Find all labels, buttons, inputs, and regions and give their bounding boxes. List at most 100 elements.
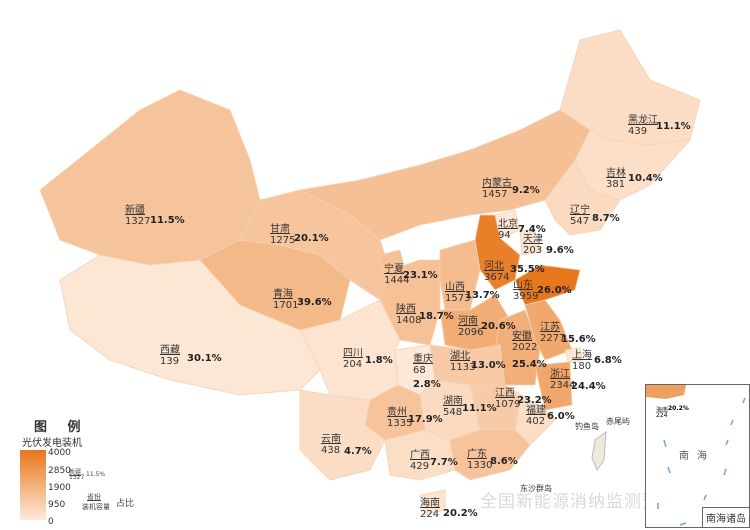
province-label: 上海 180 6.8% — [572, 350, 622, 372]
province-ratio: 13.0% — [471, 360, 506, 371]
province-ratio: 15.6% — [561, 334, 596, 345]
province-ratio: 8.7% — [592, 213, 620, 224]
province-region[interactable] — [534, 361, 573, 411]
province-label: 陕西 1408 18.7% — [396, 304, 454, 326]
legend: 图 例 光伏发电装机 4000 2850 1900 950 0 新疆 1327 … — [16, 416, 166, 527]
province-name: 贵州 — [387, 407, 407, 418]
province-region[interactable] — [39, 89, 261, 266]
province-name: 吉林 — [606, 168, 626, 179]
province-capacity: 3959 — [513, 291, 539, 302]
province-ratio: 11.1% — [462, 403, 497, 414]
province-capacity: 1408 — [396, 315, 422, 326]
province-capacity: 224 — [420, 509, 440, 520]
province-ratio: 39.6% — [297, 297, 332, 308]
province-capacity: 1275 — [270, 235, 296, 246]
province-region[interactable] — [299, 299, 401, 401]
province-name: 安徽 — [512, 331, 532, 342]
province-capacity: 3674 — [484, 272, 510, 283]
province-label: 青海 1701 39.6% — [273, 289, 332, 311]
province-label: 山东 3959 26.0% — [513, 280, 572, 302]
province-ratio: 13.7% — [465, 290, 500, 301]
province-name: 广西 — [410, 450, 430, 461]
province-name: 湖南 — [443, 396, 463, 407]
province-label: 河南 2096 20.6% — [458, 316, 516, 338]
province-region[interactable] — [419, 489, 446, 516]
province-label: 广东 1330 8.6% — [467, 449, 518, 471]
province-name: 湖北 — [450, 351, 470, 362]
province-name: 黑龙江 — [628, 115, 658, 126]
province-region[interactable] — [544, 159, 621, 236]
province-ratio: 2.8% — [413, 379, 441, 390]
province-label: 浙江 2344 24.4% — [550, 369, 606, 392]
province-name: 重庆 — [413, 354, 433, 365]
province-region[interactable] — [564, 347, 583, 363]
province-capacity: 68 — [413, 365, 426, 376]
province-ratio: 18.7% — [419, 311, 454, 322]
province-label: 吉林 381 10.4% — [606, 168, 663, 190]
province-capacity: 1335 — [387, 418, 413, 429]
province-ratio: 7.4% — [518, 224, 546, 235]
province-region[interactable] — [449, 429, 531, 481]
island-label: 赤尾屿 — [606, 417, 630, 426]
province-capacity: 1133 — [450, 362, 476, 373]
province-ratio: 30.1% — [187, 353, 222, 364]
south-china-sea-inset: 海南 20.2% 224 南海 南海诸岛 — [645, 384, 750, 528]
province-region[interactable] — [519, 229, 541, 256]
province-name: 甘肃 — [270, 224, 290, 235]
province-capacity: 1701 — [273, 300, 299, 311]
province-name: 四川 — [343, 348, 363, 359]
legend-tick: 950 — [48, 500, 66, 510]
province-ratio: 11.1% — [656, 121, 691, 132]
province-label: 西藏 139 30.1% — [160, 345, 222, 367]
province-ratio: 23.2% — [517, 395, 552, 406]
province-label: 广西 429 7.7% — [410, 450, 458, 472]
province-label: 甘肃 1275 20.1% — [270, 224, 329, 246]
province-ratio: 26.0% — [537, 285, 572, 296]
province-capacity: 1457 — [482, 189, 508, 200]
province-capacity: 180 — [572, 361, 592, 372]
province-ratio: 20.6% — [481, 321, 516, 332]
province-name: 宁夏 — [384, 264, 404, 275]
province-name: 广东 — [467, 449, 487, 460]
province-name: 浙江 — [550, 369, 570, 380]
province-name: 新疆 — [125, 205, 145, 216]
province-name: 海南 — [420, 498, 440, 509]
province-label: 安徽 2022 25.4% — [512, 331, 547, 370]
province-name: 陕西 — [396, 304, 416, 315]
province-capacity: 381 — [606, 179, 626, 190]
province-capacity: 1573 — [445, 293, 471, 304]
province-label: 海南 224 20.2% — [420, 498, 478, 520]
province-label: 辽宁 547 8.7% — [570, 205, 620, 227]
province-name: 辽宁 — [570, 205, 590, 216]
province-label: 福建 402 6.0% — [526, 405, 575, 427]
province-label: 贵州 1335 17.9% — [387, 407, 443, 429]
province-capacity: 429 — [410, 461, 430, 472]
province-name: 内蒙古 — [482, 178, 512, 189]
legend-tick: 0 — [48, 517, 54, 527]
province-capacity: 402 — [526, 416, 546, 427]
island-label: 东沙群岛 — [520, 484, 552, 493]
province-ratio: 11.5% — [150, 215, 185, 226]
province-label: 河北 3674 35.5% — [484, 261, 545, 283]
province-capacity: 1079 — [495, 399, 521, 410]
legend-tick: 1900 — [48, 483, 71, 493]
province-ratio: 35.5% — [510, 264, 545, 275]
taiwan-island — [591, 430, 607, 472]
province-capacity: 1330 — [467, 460, 493, 471]
province-name: 河北 — [484, 261, 504, 272]
legend-title: 图 例 — [34, 420, 89, 435]
province-label: 北京 94 7.4% — [498, 219, 546, 241]
province-label: 重庆 68 2.8% — [413, 354, 441, 390]
province-capacity: 204 — [343, 359, 363, 370]
province-name: 福建 — [526, 405, 546, 416]
province-name: 山西 — [445, 282, 465, 293]
province-name: 江西 — [495, 388, 515, 399]
province-name: 山东 — [513, 280, 533, 291]
province-ratio: 9.2% — [512, 185, 540, 196]
island-label: 钓鱼岛 — [575, 422, 599, 431]
legend-subtitle: 光伏发电装机 — [22, 438, 82, 449]
province-capacity: 547 — [570, 216, 590, 227]
province-ratio: 20.1% — [294, 233, 329, 244]
